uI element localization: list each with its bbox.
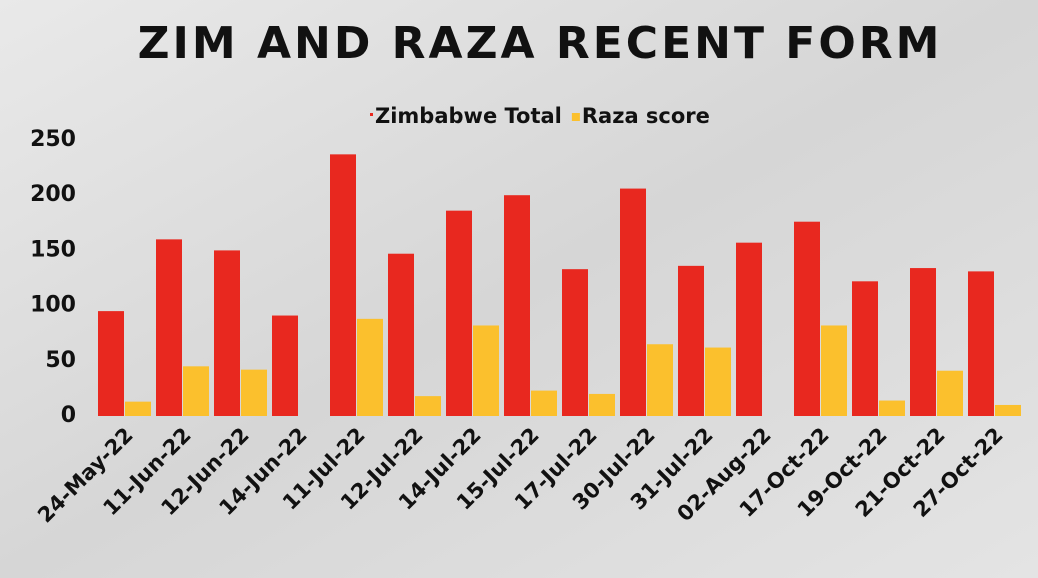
bar bbox=[968, 271, 994, 416]
y-tick-label: 250 bbox=[30, 127, 76, 152]
y-tick-label: 50 bbox=[45, 348, 76, 373]
bar bbox=[272, 315, 298, 416]
bar bbox=[647, 344, 673, 416]
bar bbox=[879, 400, 905, 416]
legend-label: Zimbabwe Total bbox=[375, 104, 562, 128]
bar bbox=[562, 269, 588, 416]
bar bbox=[183, 366, 209, 416]
bar bbox=[852, 281, 878, 416]
legend-swatch bbox=[370, 113, 373, 116]
bar bbox=[821, 325, 847, 416]
bar bbox=[415, 396, 441, 416]
bar bbox=[214, 250, 240, 416]
legend-swatch bbox=[571, 113, 580, 121]
bar bbox=[330, 154, 356, 417]
bar bbox=[156, 239, 182, 416]
bar bbox=[241, 369, 267, 416]
bar bbox=[910, 268, 936, 416]
chart-title: ZIM AND RAZA RECENT FORM bbox=[138, 18, 943, 69]
bar bbox=[620, 188, 646, 416]
bar bbox=[589, 393, 615, 416]
y-tick-label: 0 bbox=[61, 403, 76, 428]
bar bbox=[125, 401, 151, 416]
bar bbox=[736, 242, 762, 416]
bar bbox=[794, 221, 820, 416]
bar bbox=[504, 195, 530, 416]
bar bbox=[678, 265, 704, 416]
y-tick-label: 150 bbox=[30, 237, 76, 262]
bar bbox=[705, 347, 731, 416]
bar bbox=[446, 210, 472, 416]
bar bbox=[531, 390, 557, 416]
legend-label: Raza score bbox=[582, 104, 710, 128]
bar bbox=[388, 253, 414, 416]
bar bbox=[357, 318, 383, 416]
bar bbox=[995, 404, 1021, 416]
bar bbox=[473, 325, 499, 416]
bar bbox=[98, 311, 124, 416]
bar bbox=[937, 370, 963, 416]
y-tick-label: 100 bbox=[30, 293, 76, 318]
y-tick-label: 200 bbox=[30, 182, 76, 207]
